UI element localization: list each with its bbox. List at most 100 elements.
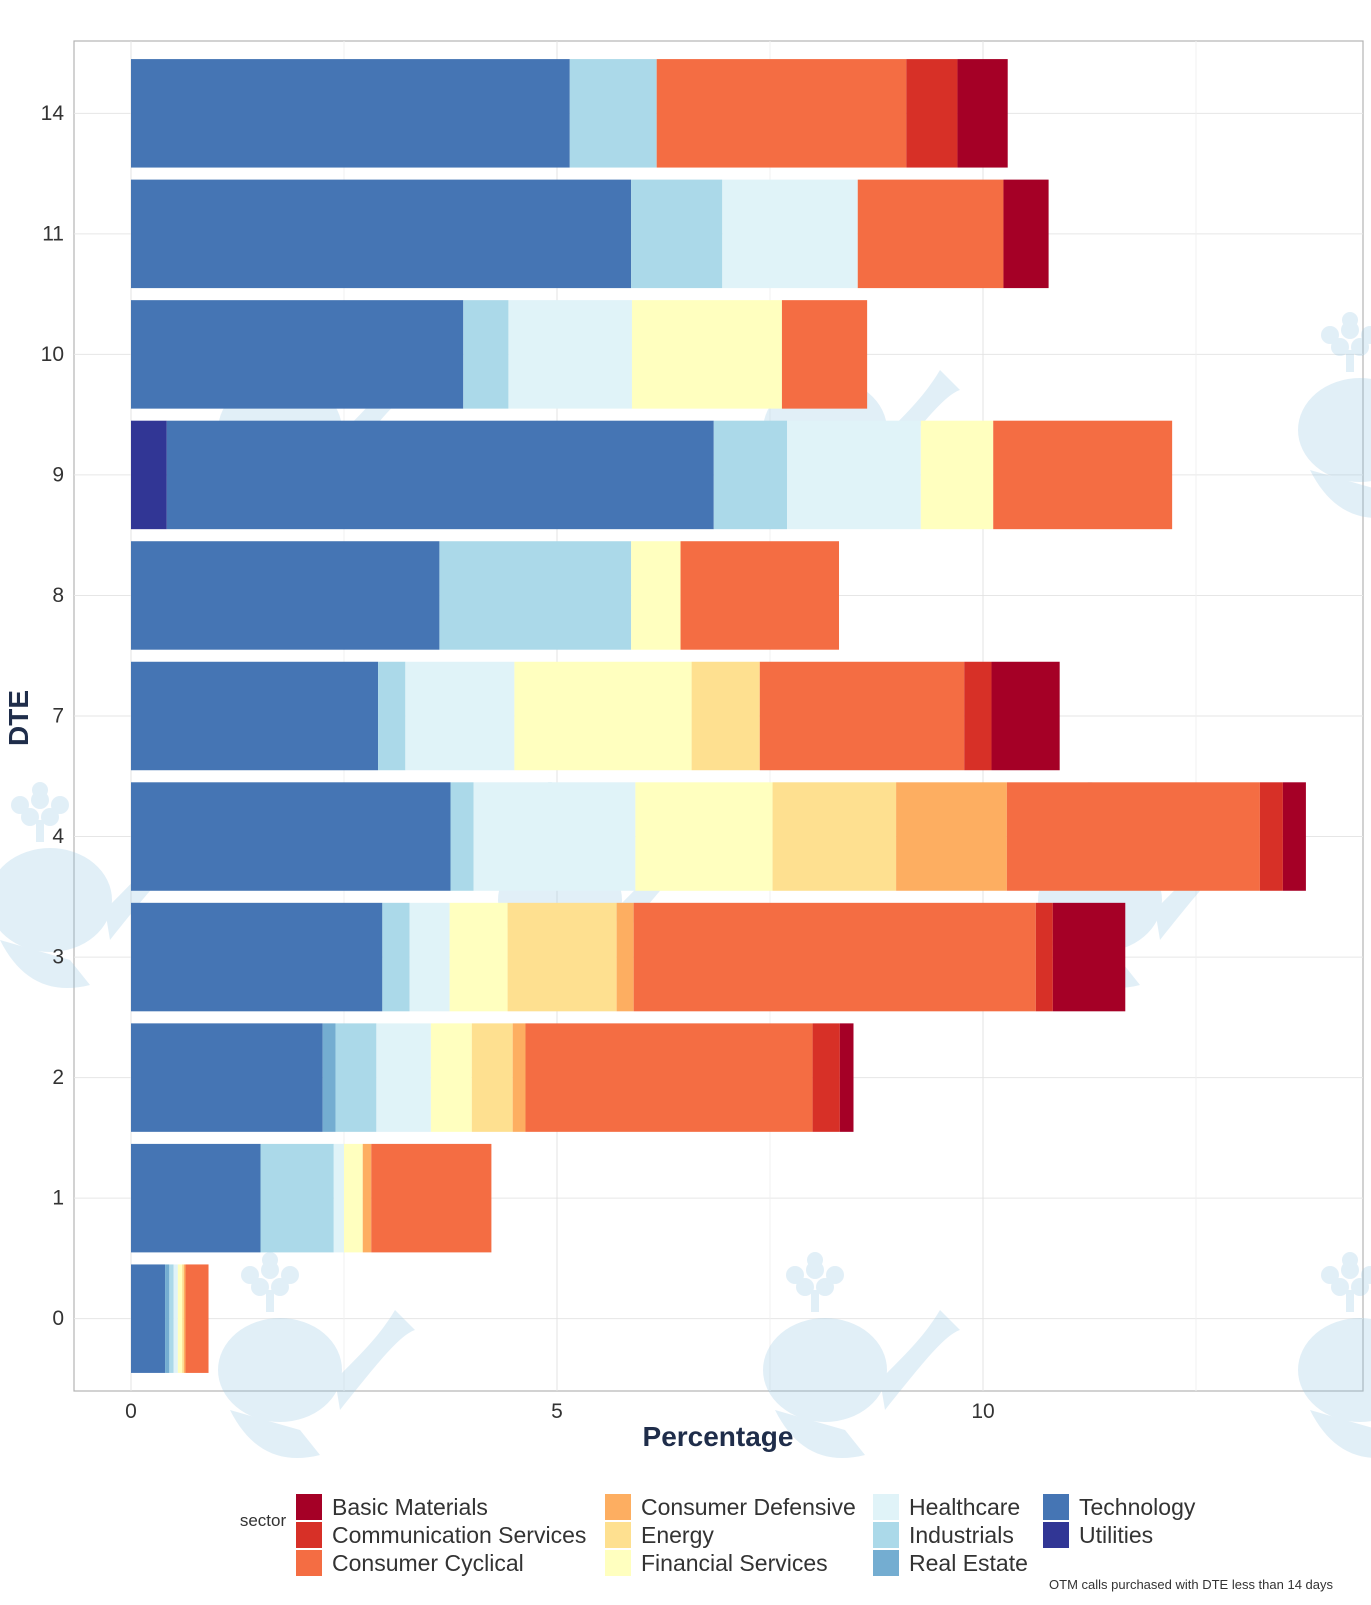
bar-segment	[1006, 782, 1260, 891]
bar-segment	[131, 59, 570, 168]
bar-segment	[131, 902, 383, 1012]
bar-segment	[1052, 902, 1126, 1012]
bar-segment	[616, 902, 634, 1012]
bar-segment	[165, 1264, 170, 1373]
legend-label: Utilities	[1079, 1522, 1153, 1548]
legend-label: Industrials	[909, 1522, 1014, 1548]
bar-segment	[920, 420, 994, 530]
bar-segment	[166, 420, 714, 530]
y-axis-ticks: 0 1 2 3 4 7 8 9 10 11 14	[41, 102, 65, 1330]
legend-label: Healthcare	[909, 1494, 1020, 1520]
bar-segment	[335, 1023, 377, 1132]
bar-segment	[507, 902, 617, 1012]
bar-segment	[131, 1264, 166, 1373]
bar-segment	[344, 1143, 363, 1253]
bar-segment	[991, 661, 1060, 771]
bar-segment	[439, 541, 632, 650]
legend-swatch	[296, 1522, 322, 1548]
bar-segment	[512, 1023, 526, 1132]
bar-segment	[772, 782, 897, 891]
bar-segment	[131, 782, 451, 891]
bar-segment	[463, 300, 509, 409]
legend-label: Financial Services	[641, 1550, 828, 1576]
legend-title: sector	[240, 1511, 287, 1530]
bar-segment	[378, 661, 406, 771]
y-tick-label: 4	[52, 825, 64, 848]
bar-segment	[812, 1023, 840, 1132]
legend-swatch	[873, 1522, 899, 1548]
bar-segment	[450, 782, 474, 891]
x-tick-label: 5	[551, 1400, 563, 1423]
bar-segment	[131, 541, 440, 650]
bar-segment	[260, 1143, 334, 1253]
legend-swatch	[605, 1494, 631, 1520]
y-tick-label: 11	[42, 222, 64, 245]
x-axis-title: Percentage	[643, 1421, 794, 1452]
bar-segment	[131, 300, 464, 409]
bar-segment	[569, 59, 657, 168]
legend-swatch	[296, 1494, 322, 1520]
bar-segment	[514, 661, 692, 771]
bar-segment	[473, 782, 636, 891]
legend-swatch	[873, 1494, 899, 1520]
legend-swatch	[605, 1550, 631, 1576]
bar-segment	[631, 179, 723, 289]
legend-label: Real Estate	[909, 1550, 1028, 1576]
bar-segment	[173, 1264, 178, 1373]
bar-segment	[131, 661, 379, 771]
y-tick-label: 10	[41, 343, 64, 366]
y-tick-label: 2	[52, 1066, 64, 1089]
y-tick-label: 3	[52, 946, 64, 969]
bar-segment	[177, 1264, 183, 1373]
bar-segment	[131, 420, 167, 530]
caption: OTM calls purchased with DTE less than 1…	[1049, 1577, 1333, 1592]
bar-segment	[680, 541, 840, 650]
bar-segment	[131, 1023, 323, 1132]
bar-segment	[471, 1023, 513, 1132]
legend-label: Communication Services	[332, 1522, 586, 1548]
legend-label: Consumer Cyclical	[332, 1550, 524, 1576]
bar-segment	[633, 902, 1036, 1012]
bar-segment	[631, 300, 782, 409]
bar-segment	[839, 1023, 854, 1132]
bar-segment	[333, 1143, 344, 1253]
bar-segment	[409, 902, 450, 1012]
bar-segment	[635, 782, 773, 891]
bar-segment	[906, 59, 958, 168]
y-tick-label: 8	[52, 584, 64, 607]
bar-segment	[957, 59, 1008, 168]
bar-segment	[631, 541, 681, 650]
legend-label: Technology	[1079, 1494, 1196, 1520]
bar-segment	[1259, 782, 1283, 891]
bar-segment	[787, 420, 921, 530]
bar-segment	[508, 300, 632, 409]
bar-segment	[169, 1264, 174, 1373]
bar-segment	[322, 1023, 336, 1132]
bar-segment	[131, 179, 632, 289]
bar-segment	[1035, 902, 1053, 1012]
bar-segment	[449, 902, 508, 1012]
bar-segment	[691, 661, 760, 771]
bar-segment	[857, 179, 1004, 289]
y-tick-label: 1	[52, 1187, 64, 1210]
bar-segment	[182, 1264, 184, 1373]
bar-segment	[371, 1143, 492, 1253]
y-tick-label: 9	[52, 463, 64, 486]
x-axis-ticks: 0 5 10	[125, 1400, 995, 1423]
bar-segment	[722, 179, 858, 289]
bar-segment	[896, 782, 1007, 891]
legend-swatch	[296, 1550, 322, 1576]
legend-label: Basic Materials	[332, 1494, 488, 1520]
y-tick-label: 0	[52, 1307, 64, 1330]
bar-segment	[185, 1264, 209, 1373]
bar-segment	[759, 661, 965, 771]
legend-swatch	[873, 1550, 899, 1576]
bar-segment	[183, 1264, 186, 1373]
bar-segment	[405, 661, 515, 771]
x-tick-label: 0	[125, 1400, 137, 1423]
legend-swatch	[1043, 1494, 1069, 1520]
bar-segment	[1282, 782, 1306, 891]
